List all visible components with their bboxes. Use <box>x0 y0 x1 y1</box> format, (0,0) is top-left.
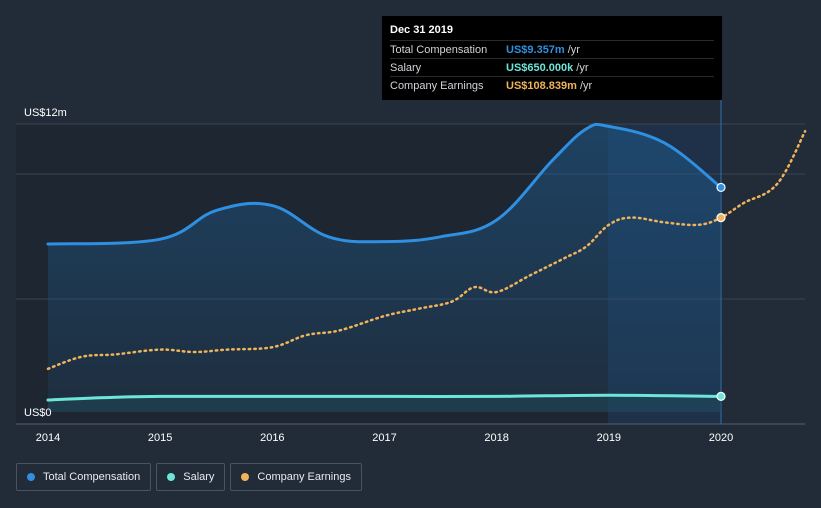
data-point-total-compensation <box>716 182 726 193</box>
area-total-compensation <box>48 124 721 412</box>
tooltip-date: Dec 31 2019 <box>390 24 453 36</box>
legend-item-company-earnings[interactable]: Company Earnings <box>230 463 362 491</box>
tooltip-row-total-compensation: Total Compensation US$9.357m /yr <box>390 40 714 58</box>
tooltip-row-company-earnings: Company Earnings US$108.839m /yr <box>390 76 714 94</box>
hover-tooltip: Dec 31 2019 Total Compensation US$9.357m… <box>382 16 722 100</box>
legend-dot-icon <box>167 473 176 481</box>
series-line-total-compensation <box>46 122 723 246</box>
x-tick-label: 2018 <box>484 432 508 444</box>
x-tick-label: 2020 <box>709 432 733 444</box>
legend-item-salary[interactable]: Salary <box>156 463 226 491</box>
tooltip-unit: /yr <box>576 61 589 74</box>
legend-label: Company Earnings <box>257 471 351 483</box>
tooltip-value: US$9.357m <box>506 43 565 56</box>
data-point-company-earnings <box>716 213 726 223</box>
x-tick-label: 2019 <box>597 432 621 444</box>
tooltip-unit: /yr <box>579 79 593 92</box>
y-tick-label: US$0 <box>24 407 52 419</box>
tooltip-unit: /yr <box>567 43 580 56</box>
tooltip-label: Salary <box>390 61 422 74</box>
tooltip-row-salary: Salary US$650.000k /yr <box>390 58 714 76</box>
legend-dot-icon <box>27 473 35 481</box>
series-line-salary <box>46 393 723 402</box>
data-point-salary <box>716 391 726 401</box>
legend-item-total-compensation[interactable]: Total Compensation <box>16 463 152 491</box>
x-tick-label: 2017 <box>372 432 396 444</box>
x-tick-label: 2016 <box>260 432 284 444</box>
tooltip-value: US$108.839m <box>506 79 577 92</box>
legend-label: Salary <box>183 471 215 483</box>
legend-dot-icon <box>241 473 250 481</box>
x-tick-label: 2015 <box>148 432 172 444</box>
tooltip-label: Company Earnings <box>390 79 484 92</box>
tooltip-value: US$650.000k <box>506 61 574 74</box>
tooltip-label: Total Compensation <box>390 43 488 56</box>
chart-legend: Total Compensation Salary Company Earnin… <box>16 463 362 491</box>
series-line-company-earnings <box>46 129 807 371</box>
legend-label: Total Compensation <box>43 471 141 483</box>
y-tick-label: US$12m <box>24 107 67 119</box>
x-tick-label: 2014 <box>36 432 60 444</box>
area-salary <box>48 395 721 412</box>
